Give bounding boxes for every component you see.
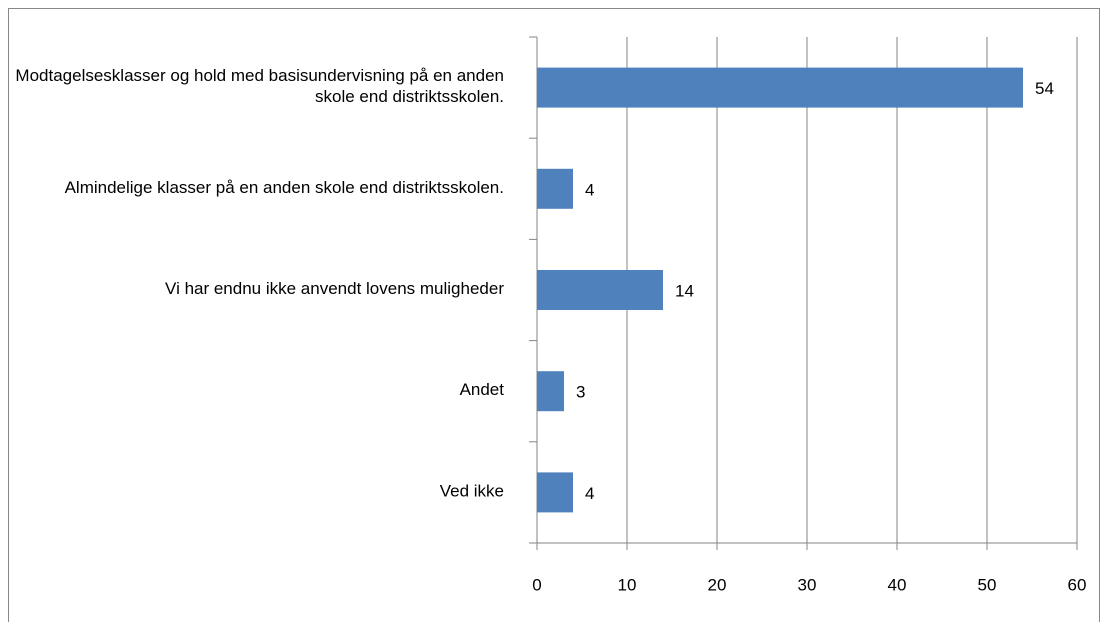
x-tick-label: 40 — [888, 575, 907, 594]
x-tick-label: 50 — [978, 575, 997, 594]
x-tick-label: 20 — [708, 575, 727, 594]
x-tick-label: 0 — [532, 575, 541, 594]
y-tick-label: Ved ikke — [440, 482, 504, 501]
data-label: 54 — [1035, 79, 1054, 98]
bar — [537, 371, 564, 412]
data-label: 14 — [675, 281, 694, 300]
chart-border — [8, 8, 1100, 622]
bar — [537, 168, 573, 209]
y-tick-label: Andet — [460, 381, 505, 400]
data-label: 4 — [585, 484, 594, 503]
x-tick-label: 10 — [618, 575, 637, 594]
y-tick-label: Vi har endnu ikke anvendt lovens mulighe… — [165, 279, 504, 298]
y-tick-label: Modtagelsesklasser og hold med basisunde… — [15, 67, 504, 107]
bar — [537, 67, 1023, 108]
bar — [537, 472, 573, 513]
x-tick-label: 30 — [798, 575, 817, 594]
bar — [537, 270, 663, 310]
data-label: 3 — [576, 383, 585, 402]
data-label: 4 — [585, 180, 594, 199]
y-tick-label: Almindelige klasser på en anden skole en… — [65, 178, 504, 197]
x-tick-label: 60 — [1068, 575, 1087, 594]
